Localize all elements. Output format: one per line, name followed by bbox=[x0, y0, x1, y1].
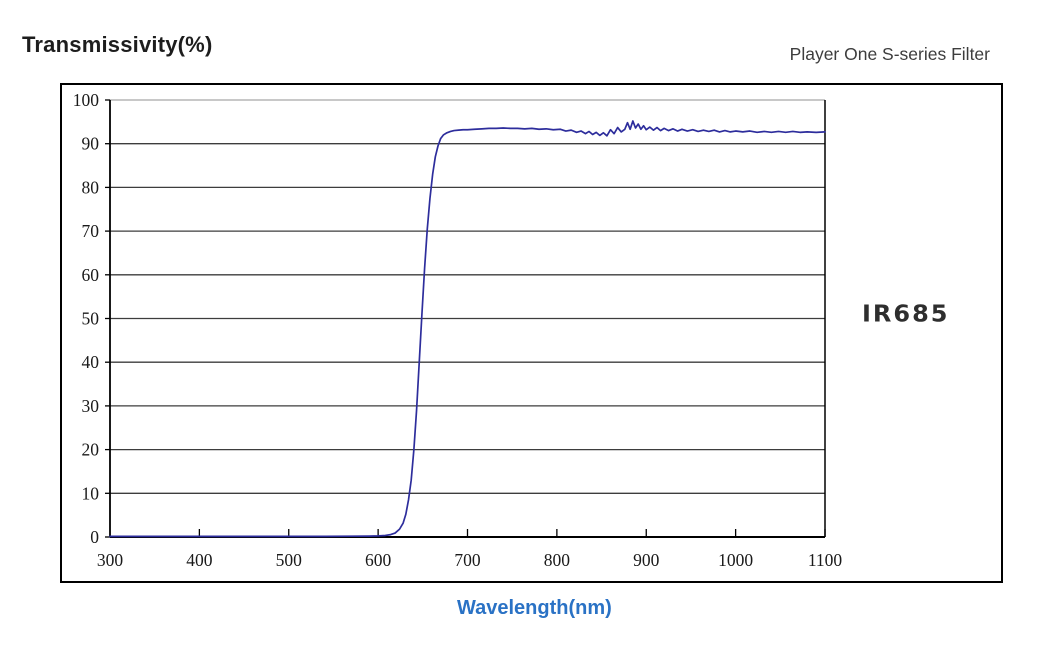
brand-title: Player One S-series Filter bbox=[789, 44, 990, 64]
x-tick-label: 600 bbox=[365, 550, 392, 570]
y-tick-label: 50 bbox=[82, 309, 100, 329]
transmission-chart: 0 10 20 30 40 50 60 70 80 90 100 300 400 500 600 700 800… bbox=[73, 90, 843, 570]
y-tick-label: 60 bbox=[82, 265, 100, 285]
y-tick-label: 20 bbox=[82, 440, 100, 460]
y-tick-label: 100 bbox=[73, 90, 100, 110]
x-tick-label: 1000 bbox=[718, 550, 753, 570]
x-tick-label: 1100 bbox=[808, 550, 843, 570]
filter-name-label: IR685 bbox=[862, 300, 950, 328]
y-tick-label: 40 bbox=[82, 352, 100, 372]
x-tick-label: 300 bbox=[97, 550, 124, 570]
transmission-curve bbox=[109, 120, 826, 538]
page-title: Transmissivity(%) bbox=[22, 32, 213, 57]
x-axis-title: Wavelength(nm) bbox=[457, 597, 612, 619]
y-tick-label: 70 bbox=[82, 221, 100, 241]
x-tick-label: 800 bbox=[544, 550, 571, 570]
x-tick-label: 700 bbox=[454, 550, 481, 570]
y-tick-label: 80 bbox=[82, 177, 100, 197]
x-tick-label: 500 bbox=[276, 550, 303, 570]
y-tick-label: 30 bbox=[82, 396, 100, 416]
x-tick-label: 400 bbox=[186, 550, 213, 570]
y-tick-label: 0 bbox=[90, 527, 99, 547]
y-tick-label: 10 bbox=[82, 483, 100, 503]
x-tick-label: 900 bbox=[633, 550, 660, 570]
chart-frame: 0 10 20 30 40 50 60 70 80 90 100 300 400 500 600 700 800… bbox=[60, 83, 1003, 583]
y-tick-label: 90 bbox=[82, 134, 100, 154]
